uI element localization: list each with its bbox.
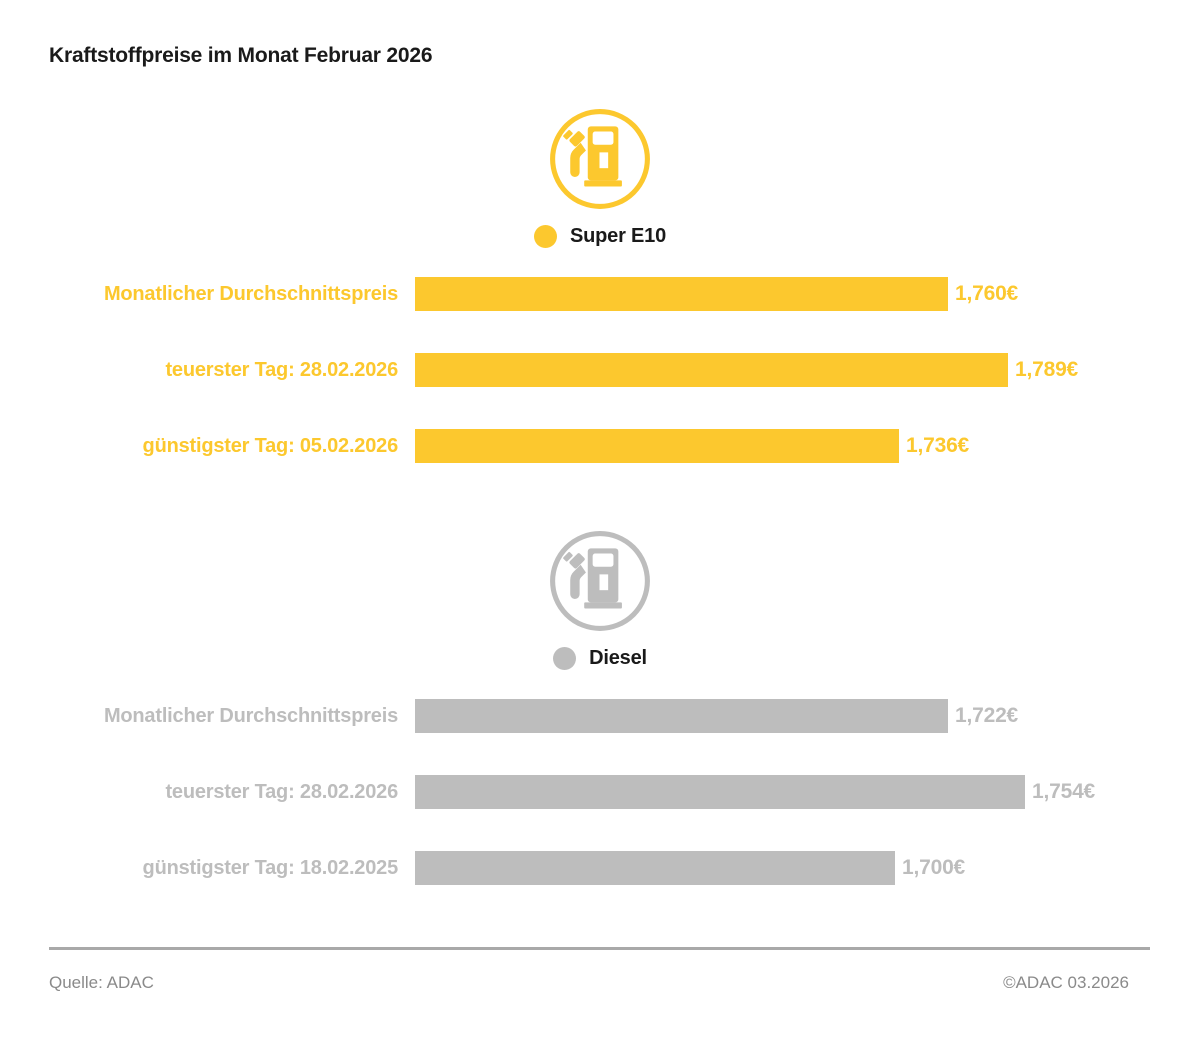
fuel-pump-icon xyxy=(0,106,1200,212)
bar-value: 1,754€ xyxy=(1032,780,1096,803)
bar-super-e10-min xyxy=(415,429,899,463)
source-note: Quelle: ADAC xyxy=(49,973,154,992)
footer: Quelle: ADAC ©ADAC 03.2026 xyxy=(49,973,1129,993)
legend-label-diesel: Diesel xyxy=(589,646,647,669)
legend-dot-diesel xyxy=(553,646,577,670)
bar-label: teuerster Tag: 28.02.2026 xyxy=(165,780,398,803)
bar-value: 1,760€ xyxy=(955,282,1019,305)
bar-row-max: teuerster Tag: 28.02.2026 1,754€ xyxy=(0,775,1200,809)
bar-row-min: günstigster Tag: 05.02.2026 1,736€ xyxy=(0,429,1200,463)
bar-label: teuerster Tag: 28.02.2026 xyxy=(165,358,398,381)
fuel-pump-icon xyxy=(0,528,1200,634)
copyright-note: ©ADAC 03.2026 xyxy=(1003,973,1129,992)
bar-row-average: Monatlicher Durchschnittspreis 1,760€ xyxy=(0,277,1200,311)
bar-diesel-min xyxy=(415,851,895,885)
bar-label: Monatlicher Durchschnittspreis xyxy=(103,704,398,727)
footer-divider xyxy=(49,947,1150,950)
bar-diesel-average xyxy=(415,699,948,733)
bar-value: 1,736€ xyxy=(906,434,970,457)
bar-rows-diesel: Monatlicher Durchschnittspreis 1,722€ te… xyxy=(0,699,1200,885)
legend-diesel: Diesel xyxy=(0,645,1200,671)
bar-diesel-max xyxy=(415,775,1025,809)
bar-super-e10-max xyxy=(415,353,1008,387)
bar-value: 1,789€ xyxy=(1015,358,1079,381)
bar-label: günstigster Tag: 18.02.2025 xyxy=(142,856,399,879)
bar-row-average: Monatlicher Durchschnittspreis 1,722€ xyxy=(0,699,1200,733)
legend-label-super-e10: Super E10 xyxy=(569,224,667,247)
bar-label: Monatlicher Durchschnittspreis xyxy=(103,282,398,305)
bar-row-min: günstigster Tag: 18.02.2025 1,700€ xyxy=(0,851,1200,885)
bar-super-e10-average xyxy=(415,277,948,311)
section-diesel: Diesel Monatlicher Durchschnittspreis 1,… xyxy=(0,528,1200,885)
bar-value: 1,700€ xyxy=(902,856,966,879)
legend-super-e10: Super E10 xyxy=(0,223,1200,249)
bar-label: günstigster Tag: 05.02.2026 xyxy=(142,434,399,457)
bar-row-max: teuerster Tag: 28.02.2026 1,789€ xyxy=(0,353,1200,387)
page-title: Kraftstoffpreise im Monat Februar 2026 xyxy=(49,44,433,67)
legend-dot-super-e10 xyxy=(533,224,557,248)
bar-value: 1,722€ xyxy=(955,704,1019,727)
bar-rows-super-e10: Monatlicher Durchschnittspreis 1,760€ te… xyxy=(0,277,1200,463)
section-super-e10: Super E10 Monatlicher Durchschnittspreis… xyxy=(0,106,1200,463)
